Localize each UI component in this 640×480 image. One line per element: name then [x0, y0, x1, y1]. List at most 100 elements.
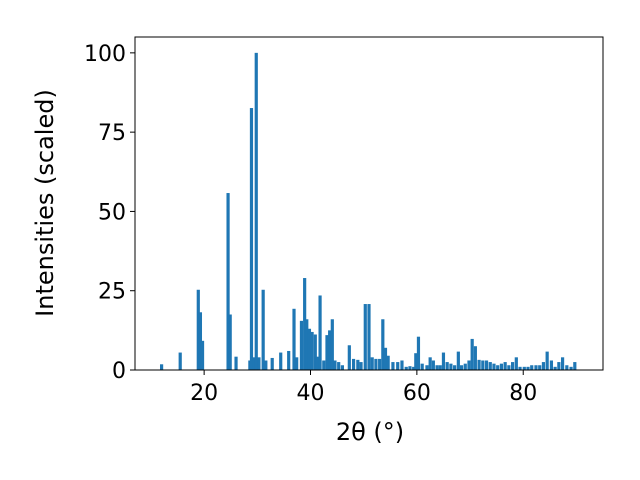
- bar: [310, 331, 314, 370]
- bar: [441, 352, 446, 370]
- y-tick-label: 100: [84, 42, 126, 67]
- bar: [549, 360, 554, 370]
- x-tick-label: 80: [509, 381, 537, 406]
- bar: [488, 362, 492, 370]
- bar: [367, 304, 371, 370]
- bar: [249, 108, 254, 370]
- bar: [470, 338, 474, 370]
- bar: [449, 363, 453, 370]
- bar: [340, 365, 345, 370]
- bar: [463, 363, 467, 370]
- bar: [412, 366, 416, 370]
- bar: [557, 362, 561, 370]
- bar: [330, 319, 334, 370]
- bar: [313, 334, 317, 370]
- bar: [318, 295, 322, 370]
- bar: [378, 358, 382, 370]
- bar: [381, 319, 385, 370]
- bar: [159, 364, 164, 370]
- bar: [431, 360, 435, 370]
- bar: [386, 355, 390, 370]
- x-tick-label: 60: [403, 381, 431, 406]
- bar: [400, 360, 404, 370]
- bar: [359, 362, 363, 370]
- bar: [492, 363, 496, 370]
- bar: [518, 366, 522, 370]
- x-axis-label: 2θ (°): [336, 418, 404, 446]
- bar: [383, 347, 388, 370]
- bar: [467, 360, 471, 370]
- bar: [351, 358, 356, 370]
- plot-frame: [134, 36, 604, 371]
- bar: [295, 357, 299, 370]
- bar: [252, 357, 256, 370]
- bar: [445, 362, 449, 370]
- x-tick-label: 20: [190, 381, 218, 406]
- bar: [322, 360, 326, 370]
- bar: [254, 52, 258, 370]
- bar: [234, 356, 238, 370]
- bar: [315, 356, 320, 370]
- bar: [420, 363, 424, 370]
- bar: [534, 365, 538, 370]
- bar: [496, 365, 500, 370]
- bar: [404, 366, 408, 370]
- bar: [279, 352, 283, 370]
- bar: [248, 360, 252, 370]
- bar: [226, 193, 230, 370]
- bar: [328, 330, 332, 370]
- bar: [560, 357, 565, 370]
- bar: [347, 345, 351, 370]
- bar: [541, 362, 546, 370]
- bar: [325, 335, 329, 370]
- bar: [565, 365, 569, 370]
- bar: [481, 360, 485, 370]
- bar: [257, 357, 261, 370]
- bar: [333, 360, 337, 370]
- bar: [307, 328, 312, 370]
- bar: [228, 314, 232, 370]
- bar: [303, 278, 307, 370]
- y-tick-label: 0: [112, 359, 126, 384]
- bar: [305, 319, 309, 370]
- bar: [264, 360, 268, 370]
- bar: [198, 312, 203, 370]
- bar: [425, 365, 429, 370]
- bar: [459, 365, 464, 370]
- x-tick-label: 40: [297, 381, 325, 406]
- y-axis-ticks: 0 25 50 75 100: [84, 42, 135, 384]
- bar: [416, 336, 421, 370]
- bars-group: [159, 52, 577, 370]
- x-axis-ticks: 20 40 60 80: [190, 370, 537, 406]
- bar: [370, 357, 374, 370]
- bar: [200, 340, 205, 370]
- bar: [553, 366, 557, 370]
- y-tick-label: 25: [98, 280, 126, 305]
- bar: [514, 357, 518, 370]
- bar: [484, 360, 489, 370]
- bar: [178, 352, 182, 370]
- bar: [573, 362, 577, 370]
- bar: [396, 362, 400, 370]
- bar: [435, 365, 439, 370]
- bar: [292, 308, 296, 370]
- bar: [337, 362, 341, 370]
- bar: [477, 359, 481, 370]
- bar: [538, 365, 542, 370]
- bar: [414, 353, 418, 370]
- y-tick-label: 75: [98, 121, 126, 146]
- bar: [391, 362, 395, 370]
- y-axis-label: Intensities (scaled): [31, 89, 59, 317]
- bar: [499, 363, 504, 370]
- bar: [569, 366, 573, 370]
- bar: [526, 366, 530, 370]
- bar: [196, 289, 200, 370]
- bar: [507, 365, 511, 370]
- bar: [428, 357, 432, 370]
- bar: [510, 362, 515, 370]
- bar: [503, 362, 507, 370]
- bar: [270, 357, 274, 370]
- bar: [530, 365, 534, 370]
- bar: [545, 351, 549, 370]
